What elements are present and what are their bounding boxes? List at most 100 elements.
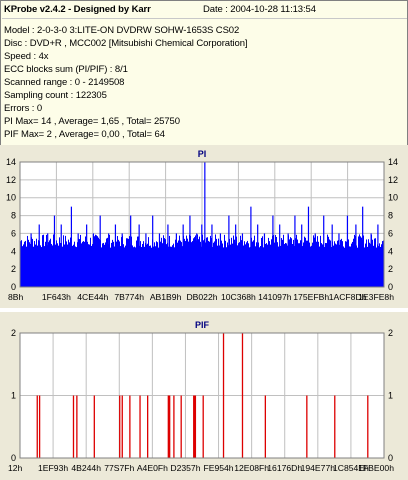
pi-bar-fill bbox=[191, 242, 192, 287]
pi-bar-fill bbox=[353, 238, 354, 287]
pi-bar-fill bbox=[175, 239, 176, 287]
pif-bar bbox=[168, 395, 170, 458]
pi-bar-fill bbox=[286, 243, 287, 287]
pif-xtick: 1C854Eh bbox=[333, 463, 369, 473]
pi-chart-panel: PI 0 0 2 2 4 4 6 6 8 8 10 10 12 12 14 14 8Bh 1F643h 4CE44h 7… bbox=[0, 145, 408, 308]
pi-bar-fill bbox=[373, 245, 374, 287]
pi-bar-fill bbox=[375, 238, 376, 287]
pi-plot-border bbox=[19, 161, 385, 288]
pi-bar bbox=[138, 224, 140, 287]
pif-ytick-right: 2 bbox=[388, 328, 393, 338]
pi-bar bbox=[30, 233, 32, 287]
pi-bar bbox=[47, 233, 49, 287]
pif-bar bbox=[180, 395, 182, 458]
pi-bar-fill bbox=[381, 244, 382, 287]
pi-xtick: 8Bh bbox=[8, 292, 24, 302]
pif-xtick: D2357h bbox=[170, 463, 200, 473]
pi-bar-fill bbox=[274, 242, 275, 287]
pi-bar-fill bbox=[65, 235, 66, 287]
pi-bar-fill bbox=[106, 238, 107, 287]
pi-bar-fill bbox=[224, 234, 225, 287]
pi-bar-fill bbox=[141, 247, 142, 287]
disc-info: Disc : DVD+R , MCC002 [Mitsubishi Chemic… bbox=[4, 38, 248, 49]
pi-bar-fill bbox=[43, 234, 44, 287]
pi-bar-fill bbox=[313, 235, 314, 287]
pi-bar-fill bbox=[365, 243, 366, 287]
pi-bar-fill bbox=[35, 244, 36, 287]
pi-bar-fill bbox=[300, 240, 301, 287]
pi-bar-fill bbox=[184, 238, 185, 287]
pi-bar-fill bbox=[343, 246, 344, 287]
pi-bar-fill bbox=[329, 239, 330, 287]
pi-bar-fill bbox=[135, 247, 136, 287]
pi-bar-fill bbox=[174, 247, 175, 287]
pi-bar-fill bbox=[127, 238, 128, 287]
pi-bar-fill bbox=[133, 247, 134, 287]
pi-bar-fill bbox=[181, 242, 182, 287]
pi-bar-fill bbox=[172, 245, 173, 287]
pi-bar-fill bbox=[162, 243, 163, 287]
pi-bar-fill bbox=[364, 247, 365, 287]
pi-bar bbox=[86, 224, 88, 287]
pi-bar-fill bbox=[328, 236, 329, 287]
pif-bar bbox=[129, 395, 131, 458]
pi-bar-fill bbox=[221, 240, 222, 287]
pif-bar bbox=[241, 333, 244, 458]
pi-bar-fill bbox=[310, 246, 311, 287]
pi-bar-fill bbox=[62, 246, 63, 287]
sampling-count: Sampling count : 122305 bbox=[4, 90, 107, 101]
scan-speed: Speed : 4x bbox=[4, 51, 49, 62]
pif-bar bbox=[334, 395, 336, 458]
pi-bar-fill bbox=[259, 247, 260, 287]
pi-bar-fill bbox=[195, 235, 196, 287]
pi-bar bbox=[196, 233, 198, 287]
pif-bar bbox=[38, 395, 41, 458]
pi-bar-fill bbox=[70, 237, 71, 287]
pif-bar bbox=[147, 395, 149, 458]
pi-bar-fill bbox=[210, 235, 211, 287]
pif-bar bbox=[119, 395, 121, 458]
pi-bar-fill bbox=[379, 243, 380, 287]
pi-ytick-left: 12 bbox=[6, 175, 16, 185]
pi-bar-fill bbox=[320, 235, 321, 287]
pi-bar-fill bbox=[325, 243, 326, 287]
pi-bar-fill bbox=[22, 246, 23, 287]
pi-bar-fill bbox=[34, 241, 35, 287]
pi-bar bbox=[70, 206, 73, 287]
pi-xtick: 10C368h bbox=[221, 292, 256, 302]
pif-xtick: 12E08Fh bbox=[234, 463, 269, 473]
pi-bar bbox=[346, 215, 349, 287]
pi-ytick-right: 2 bbox=[388, 264, 393, 274]
pi-bar-fill bbox=[337, 240, 338, 287]
pi-bar-fill bbox=[360, 236, 361, 287]
pi-bar-fill bbox=[344, 247, 345, 287]
pi-bar-fill bbox=[206, 237, 207, 287]
pi-bar bbox=[121, 233, 123, 287]
pi-bar-fill bbox=[309, 242, 310, 287]
pi-bar-fill bbox=[53, 234, 54, 287]
pi-bar-fill bbox=[199, 236, 200, 287]
pi-bar-fill bbox=[182, 246, 183, 287]
pi-bar-fill bbox=[249, 247, 250, 287]
pi-bar-fill bbox=[231, 237, 232, 287]
pif-xtick: 77S7Fh bbox=[104, 463, 134, 473]
pi-bar-fill bbox=[96, 235, 97, 287]
pi-bar-fill bbox=[90, 237, 91, 287]
pif-bar bbox=[193, 395, 195, 458]
pi-bar-fill bbox=[26, 246, 27, 287]
pi-bar-fill bbox=[102, 243, 103, 287]
pi-bar-fill bbox=[98, 237, 99, 287]
pi-bar-fill bbox=[52, 245, 53, 287]
pi-bar-fill bbox=[76, 247, 77, 287]
pi-bar-fill bbox=[334, 241, 335, 287]
pi-bar-fill bbox=[229, 238, 230, 287]
pi-bar-fill bbox=[124, 247, 125, 287]
pi-bar-fill bbox=[88, 244, 89, 287]
pi-bar-fill bbox=[87, 241, 88, 287]
pi-bar bbox=[338, 233, 340, 287]
pi-bar-fill bbox=[370, 243, 371, 287]
error-count: Errors : 0 bbox=[4, 103, 43, 114]
pi-bar bbox=[362, 206, 364, 287]
pif-xtick: A4E0Fh bbox=[137, 463, 168, 473]
pi-bar-fill bbox=[142, 243, 143, 287]
